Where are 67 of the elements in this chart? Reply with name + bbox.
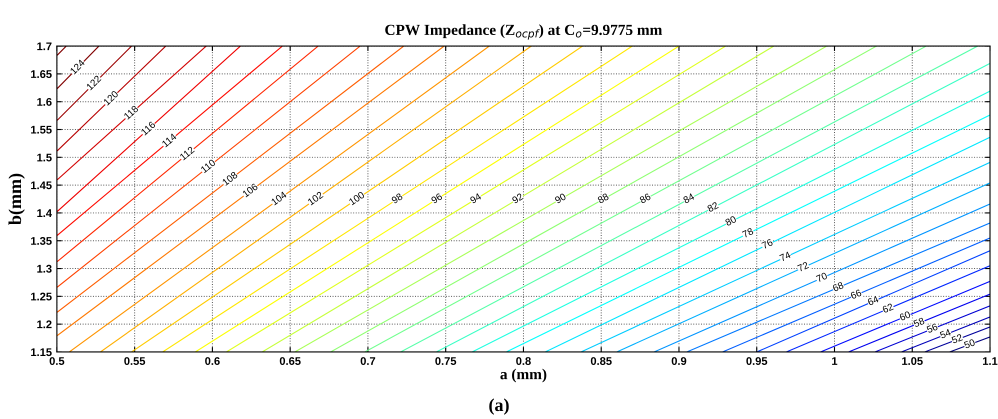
y-tick-label: 1.2	[37, 320, 52, 328]
text: 64	[867, 295, 880, 306]
y-axis-title: b(mm)	[8, 174, 25, 225]
text: 78	[742, 227, 754, 238]
y-tick-label: 1.4	[37, 209, 52, 217]
text: 120	[103, 90, 119, 106]
text: (a)	[489, 398, 509, 415]
chart-title: CPW Impedance (Z$_{ocpf}$) at C$_{o}$=9.9775 mm	[385, 24, 662, 40]
x-tick-label: 0.7	[360, 357, 376, 365]
x-tick-label: 0.9	[672, 357, 686, 365]
text: 86	[639, 192, 652, 204]
text: 108	[222, 171, 238, 186]
text: 92	[512, 192, 524, 204]
y-tick-label: 1.45	[31, 182, 52, 190]
text: 76	[761, 238, 774, 250]
x-tick-label: 1	[832, 357, 838, 365]
text: 122	[86, 74, 102, 90]
x-tick-label: 0.55	[124, 357, 146, 365]
x-axis-title: a (mm)	[500, 368, 546, 382]
text: 88	[597, 192, 610, 204]
text: 124	[70, 58, 86, 75]
x-tick-label: 1.05	[902, 357, 923, 365]
text: 72	[797, 262, 809, 272]
text: 54	[939, 328, 952, 339]
text: 80	[724, 215, 737, 226]
text: 104	[270, 190, 288, 206]
text: 106	[242, 182, 258, 198]
x-tick-label: 0.8	[516, 357, 531, 365]
x-tick-label: 0.6	[205, 357, 220, 365]
text: 56	[926, 323, 938, 334]
text: 112	[179, 146, 195, 160]
text: 96	[430, 192, 443, 204]
text: 110	[200, 158, 216, 174]
y-tick-label: 1.15	[31, 348, 52, 356]
y-tick-label: 1.35	[31, 237, 52, 245]
text: 116	[140, 120, 156, 136]
text: 94	[470, 192, 482, 204]
text: 90	[554, 192, 566, 204]
text: 68	[832, 282, 844, 292]
y-tick-label: 1.5	[37, 154, 52, 162]
text: 84	[682, 192, 695, 204]
text: 118	[123, 105, 139, 120]
text: 98	[390, 192, 404, 204]
text: 100	[348, 191, 365, 206]
text: 50	[964, 338, 976, 349]
text: 82	[706, 202, 719, 212]
text: 74	[779, 251, 792, 262]
y-tick-label: 1.55	[31, 126, 52, 134]
x-tick-label: 0.85	[590, 357, 612, 365]
text: 102	[307, 191, 324, 206]
y-tick-label: 1.6	[37, 98, 52, 106]
x-tick-label: 1.1	[982, 357, 998, 365]
text: 58	[912, 317, 925, 328]
x-tick-label: 0.75	[435, 357, 456, 365]
text: 70	[816, 272, 828, 282]
text: 66	[850, 289, 862, 300]
y-tick-label: 1.3	[37, 264, 52, 273]
text: 62	[882, 303, 894, 314]
text: 114	[162, 132, 177, 148]
y-tick-label: 1.65	[31, 70, 52, 78]
x-tick-label: 0.65	[280, 357, 301, 365]
y-tick-label: 1.7	[37, 42, 52, 50]
x-tick-label: 0.5	[50, 357, 64, 365]
text: 52	[951, 334, 963, 344]
text: 60	[899, 310, 911, 321]
x-tick-label: 0.95	[746, 357, 768, 365]
y-tick-label: 1.25	[31, 292, 52, 300]
